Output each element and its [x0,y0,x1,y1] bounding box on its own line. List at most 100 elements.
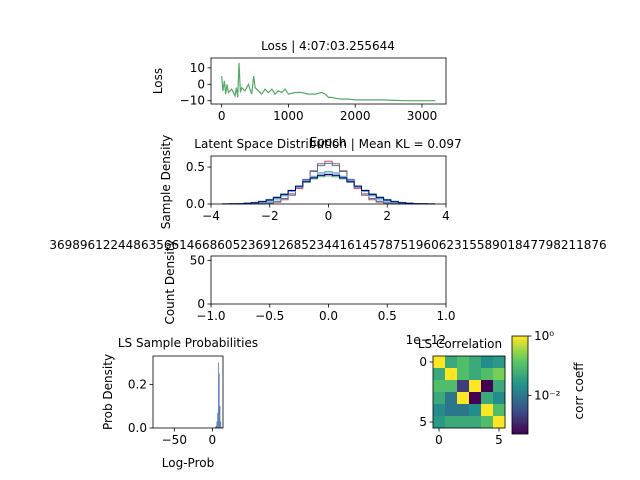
y-tick-label: −10 [180,94,205,108]
loss-series-line [221,62,436,102]
colorbar-ticks: 10⁰ 10⁻² [528,329,561,402]
count-ylabel: Count Density [163,239,177,324]
loss-marks: 0 1000 2000 3000 10 0 −10 [180,61,438,123]
count-offset-label: 1e−12 [406,333,446,347]
corr-cell [469,416,482,429]
y-tick-label: 0 [419,355,427,369]
prob-bar [216,421,218,428]
y-tick-label: 0.0 [128,421,147,435]
corr-cell [469,404,482,417]
x-tick-label: −0.5 [255,309,284,323]
latent-title: Latent Space Distribution | Mean KL = 0.… [194,137,461,151]
corr-cell [493,392,506,405]
loss-panel: Loss | 4:07:03.255644 Loss Epoch 0 1000 20… [151,39,447,149]
y-tick-label: 10 [190,61,205,75]
prob-panel: LS Sample Probabilities Prob Density Log… [101,336,258,470]
prob-axes-frame [152,355,224,429]
corr-cell [445,416,458,429]
corr-axes-frame [432,355,506,429]
corr-cell [433,368,446,381]
x-tick-label: 1.0 [436,309,455,323]
corr-cell [433,404,446,417]
prob-bar [218,362,219,428]
y-tick-label: 5 [419,415,427,429]
x-tick-label: 0 [435,433,443,447]
corr-cell [433,380,446,393]
corr-cell [433,392,446,405]
corr-title: LS Correlation [418,337,502,351]
prob-bar [217,412,219,428]
x-tick-label: −1.0 [196,309,225,323]
corr-cell [481,380,494,393]
latent-marks: −4 −2 0 2 4 0.0 0.5 [186,160,450,223]
corr-marks: 0 505 [419,355,506,447]
x-tick-label: 5 [495,433,503,447]
count-axes-frame [210,255,447,305]
latent-series-line [222,175,435,205]
corr-cell [493,356,506,369]
corr-cell [481,392,494,405]
x-tick-label: 2000 [340,109,371,123]
latent-series-line [222,172,435,205]
x-tick-label: 0.5 [378,309,397,323]
prob-bar [220,421,222,428]
x-tick-label: 2 [383,209,391,223]
colorbar-tick-label: 10⁻² [534,388,561,402]
corr-cell [481,356,494,369]
count-panel: 3698961224486356614668605236912685234416… [49,238,606,347]
latent-series-line [222,171,435,205]
corr-cell [445,368,458,381]
prob-title: LS Sample Probabilities [118,336,258,350]
corr-cell [457,416,470,429]
corr-cell [457,392,470,405]
loss-ylabel: Loss [151,68,165,94]
x-tick-label: −50 [162,433,187,447]
prob-bar [215,426,216,428]
colorbar-tick-label: 10⁰ [534,329,554,343]
x-tick-label: 0.0 [319,309,338,323]
latent-axes-frame [210,155,447,205]
corr-cell [493,416,506,429]
y-tick-label: 0 [197,297,205,311]
count-title: 3698961224486356614668605236912685234416… [49,238,606,252]
corr-cell [493,368,506,381]
colorbar [511,335,529,435]
loss-xlabel: Epoch [310,135,347,149]
y-tick-label: 0.0 [186,197,205,211]
y-tick-label: 0.2 [128,377,147,391]
latent-series-line [222,160,435,205]
x-tick-label: 0 [218,109,226,123]
x-tick-label: 3000 [407,109,438,123]
x-tick-label: 0 [325,209,333,223]
corr-cell [445,380,458,393]
corr-cell [445,404,458,417]
corr-cell [481,404,494,417]
corr-cell [469,380,482,393]
colorbar-label: corr coeff [572,362,586,420]
count-marks: −1.0 −0.5 0.0 0.5 1.0 0 50 [190,253,456,323]
prob-ylabel: Prob Density [101,354,115,430]
corr-cell [457,368,470,381]
corr-cell [481,416,494,429]
corr-cell [469,392,482,405]
corr-cell [493,380,506,393]
y-tick-label: 0.5 [186,160,205,174]
corr-cell [469,368,482,381]
loss-axes-frame [210,57,447,105]
latent-ylabel: Sample Density [159,135,173,229]
x-tick-label: 4 [442,209,450,223]
prob-bar [221,426,222,428]
latent-series-line [222,174,435,205]
y-tick-label: 50 [190,253,205,267]
corr-cell [445,392,458,405]
prob-bar [215,425,217,428]
loss-title: Loss | 4:07:03.255644 [261,39,395,53]
prob-xlabel: Log-Prob [162,456,214,470]
prob-bar [219,406,221,428]
corr-cell [445,356,458,369]
latent-series-line [222,162,435,205]
corr-cell [457,404,470,417]
x-tick-label: 1000 [273,109,304,123]
